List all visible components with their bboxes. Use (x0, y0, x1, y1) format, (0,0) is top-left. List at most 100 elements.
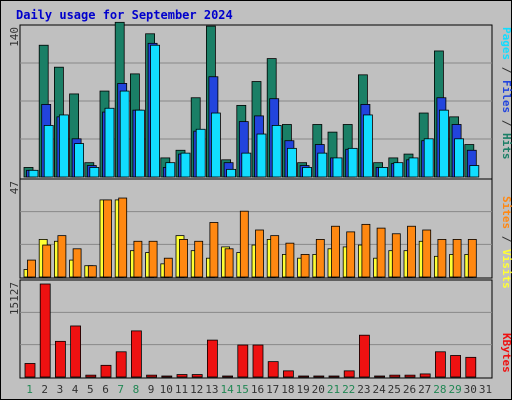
bar-pages-day-13 (210, 112, 221, 178)
bar-sites-day-23 (361, 223, 371, 278)
bar-sites-day-26 (407, 225, 416, 278)
bar-pages-day-1 (28, 169, 39, 178)
bar-pages-day-19 (302, 167, 313, 178)
bar-pages-day-30 (469, 165, 480, 178)
bar-sites-day-28 (437, 238, 447, 278)
bar-sites-day-25 (391, 233, 401, 278)
bar-sites-day-20 (315, 238, 325, 278)
bar-sites-day-15 (239, 210, 249, 278)
bar-kbytes-day-7 (115, 351, 127, 378)
bar-kbytes-day-23 (358, 334, 370, 378)
bar-pages-day-2 (43, 125, 54, 178)
bar-sites-day-2 (42, 244, 52, 278)
bar-kbytes-day-25 (389, 374, 401, 378)
legend-fragment: Visits (500, 249, 512, 289)
x-tick-label: 23 (357, 383, 370, 396)
x-tick-label: 7 (117, 383, 124, 396)
x-tick-label: 25 (388, 383, 401, 396)
kbytes-legend: KBytes (500, 333, 512, 373)
x-tick-label: 28 (433, 383, 446, 396)
bar-kbytes-day-20 (313, 375, 325, 378)
bar-pages-day-11 (180, 152, 191, 178)
bar-kbytes-day-11 (176, 374, 188, 378)
bar-pages-day-24 (378, 167, 389, 178)
x-axis-labels: 1 2 3 4 5 6 7 8 9 10 11 12 13 14 15 16 17 18 19 20 21 22 23 24 2… (26, 383, 492, 396)
bar-pages-day-15 (241, 152, 252, 178)
x-tick-label: 15 (236, 383, 249, 396)
bar-pages-day-7 (119, 90, 130, 178)
bar-sites-day-24 (376, 227, 386, 278)
bar-kbytes-day-4 (70, 325, 81, 378)
x-tick-label: 14 (220, 383, 234, 396)
bar-sites-day-1 (27, 259, 36, 278)
bar-kbytes-day-8 (130, 330, 142, 378)
x-tick-label: 9 (148, 383, 155, 396)
bar-kbytes-day-3 (55, 340, 66, 378)
x-tick-label: 11 (175, 383, 188, 396)
bar-pages-day-18 (286, 147, 297, 178)
bar-kbytes-day-2 (39, 283, 51, 378)
bar-pages-day-17 (271, 125, 282, 178)
bar-sites-day-10 (163, 257, 173, 278)
bar-pages-day-10 (165, 162, 176, 178)
bar-kbytes-day-19 (298, 375, 310, 378)
bar-kbytes-day-22 (343, 370, 355, 378)
bar-kbytes-day-1 (24, 363, 36, 378)
x-tick-label: 27 (418, 383, 431, 396)
bar-pages-day-8 (134, 109, 145, 178)
bar-sites-day-29 (452, 238, 462, 278)
bar-pages-day-26 (408, 157, 419, 178)
bar-sites-day-19 (300, 254, 310, 278)
x-tick-label: 5 (87, 383, 94, 396)
x-tick-label: 3 (57, 383, 64, 396)
bar-sites-day-8 (133, 240, 143, 278)
bar-kbytes-day-10 (161, 375, 173, 378)
bar-kbytes-day-6 (100, 364, 112, 378)
bar-pages-day-4 (74, 143, 84, 178)
legend-fragment: / (500, 60, 512, 80)
x-tick-label: 17 (266, 383, 279, 396)
bar-kbytes-day-16 (252, 344, 264, 378)
sites-visits-legend: Sites / Visits (500, 196, 512, 289)
hits-files-pages-legend: Pages / Files / Hits (500, 27, 512, 160)
x-tick-label: 1 (26, 383, 33, 396)
legend-fragment: Sites (500, 196, 512, 229)
bar-pages-day-9 (150, 44, 161, 178)
bar-pages-day-23 (362, 114, 373, 178)
chart-title: Daily usage for September 2024 (16, 8, 233, 22)
bar-kbytes-day-15 (237, 344, 249, 378)
bar-sites-day-21 (331, 225, 340, 278)
x-tick-label: 30 (464, 383, 477, 396)
x-tick-label: 12 (190, 383, 203, 396)
bar-sites-day-5 (87, 265, 97, 278)
bar-pages-day-29 (454, 138, 465, 178)
bar-sites-day-12 (194, 240, 204, 278)
bar-sites-day-9 (148, 240, 158, 278)
x-tick-label: 10 (160, 383, 173, 396)
bar-sites-day-3 (57, 235, 67, 278)
bar-sites-day-18 (285, 242, 295, 278)
legend-fragment: Files (500, 80, 512, 113)
hits-ymax-label: 140 (8, 27, 21, 47)
bar-kbytes-day-26 (404, 374, 416, 378)
bar-pages-day-14 (226, 168, 237, 178)
legend-fragment: Hits (500, 133, 512, 160)
bar-sites-day-16 (255, 229, 264, 278)
x-tick-label: 20 (312, 383, 325, 396)
bar-kbytes-day-18 (282, 370, 294, 378)
bar-kbytes-day-21 (328, 375, 340, 378)
bar-sites-day-13 (209, 222, 219, 278)
bar-sites-day-22 (346, 231, 356, 278)
bar-kbytes-day-27 (419, 373, 431, 378)
bar-kbytes-day-30 (465, 356, 477, 378)
bar-kbytes-day-24 (374, 375, 386, 378)
x-tick-label: 4 (72, 383, 79, 396)
x-tick-label: 26 (403, 383, 416, 396)
bar-kbytes-day-5 (85, 374, 97, 378)
x-tick-label: 8 (133, 383, 140, 396)
legend-fragment: / (500, 113, 512, 133)
bar-kbytes-day-9 (146, 374, 158, 378)
x-tick-label: 22 (342, 383, 355, 396)
x-tick-label: 21 (327, 383, 340, 396)
